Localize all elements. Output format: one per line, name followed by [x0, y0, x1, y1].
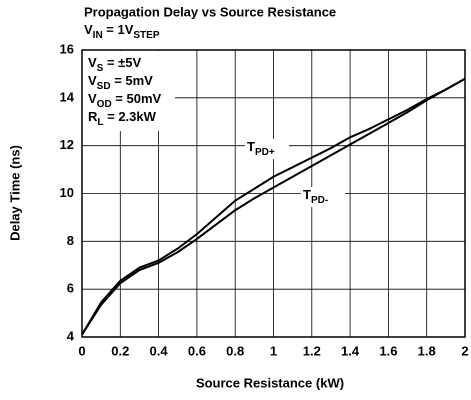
x-axis-label: Source Resistance (kW)	[196, 375, 344, 390]
annotation: RL = 2.3kW	[88, 109, 157, 127]
chart-subtitle-part: = 1V	[103, 22, 134, 37]
x-tick-label: 0.6	[188, 343, 206, 358]
y-tick-label: 10	[60, 185, 74, 200]
y-tick-label: 4	[67, 328, 75, 343]
annotation-part: S	[97, 63, 104, 74]
plot-border	[81, 49, 466, 338]
series-label-bg	[301, 187, 345, 207]
x-tick-label: 1	[270, 343, 277, 358]
series-label-part: T	[247, 139, 255, 154]
annotation: VOD = 50mV	[88, 91, 162, 109]
annotation-part: = 5mV	[111, 73, 154, 88]
series-label-bg	[245, 139, 289, 159]
annotation-box	[83, 51, 175, 131]
annotation-part: V	[88, 73, 97, 88]
annotation: VSD = 5mV	[88, 73, 153, 91]
annotation-part: OD	[97, 99, 112, 110]
annotation-part: = ±5V	[103, 55, 141, 70]
x-tick-label: 0.2	[111, 343, 129, 358]
line-series	[81, 77, 466, 336]
y-tick-label: 8	[67, 233, 74, 248]
annotation-part: = 2.3kW	[104, 109, 157, 124]
annotation-part: R	[88, 109, 98, 124]
x-tick-label: 0.8	[226, 343, 244, 358]
chart-subtitle-part: IN	[93, 30, 103, 41]
x-tick-label: 1.8	[418, 343, 436, 358]
x-tick-label: 1.6	[379, 343, 397, 358]
series-label: TPD+	[247, 139, 275, 157]
annotation: VS = ±5V	[88, 55, 142, 73]
x-tick-label: 1.2	[303, 343, 321, 358]
line-series	[81, 77, 466, 336]
annotation-part: L	[97, 117, 103, 128]
series-label-part: PD+	[255, 147, 275, 158]
x-tick-label: 2	[461, 343, 468, 358]
annotation-part: SD	[97, 81, 111, 92]
y-tick-label: 12	[60, 137, 74, 152]
annotation-part: V	[88, 91, 97, 106]
y-tick-label: 14	[60, 89, 75, 104]
annotation-part: V	[88, 55, 97, 70]
chart-title: Propagation Delay vs Source Resistance	[84, 4, 336, 19]
chart-subtitle-part: STEP	[133, 30, 159, 41]
x-tick-label: 0.4	[150, 343, 169, 358]
y-axis-label: Delay Time (ns)	[7, 145, 22, 241]
y-tick-label: 6	[67, 281, 74, 296]
series-label-part: PD-	[311, 195, 328, 206]
annotation-part: = 50mV	[112, 91, 162, 106]
x-tick-label: 1.4	[341, 343, 360, 358]
chart-subtitle: VIN = 1VSTEP	[84, 22, 160, 40]
x-tick-label: 0	[78, 343, 85, 358]
chart-subtitle-part: V	[84, 22, 93, 37]
series-label: TPD-	[303, 187, 328, 205]
series-label-part: T	[303, 187, 311, 202]
y-tick-label: 16	[60, 41, 74, 56]
